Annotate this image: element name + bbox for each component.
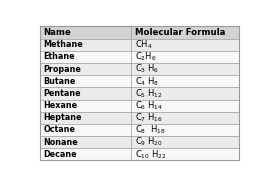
Bar	[40, 26, 239, 39]
Text: Molecular Formula: Molecular Formula	[135, 28, 225, 37]
Text: Methane: Methane	[44, 40, 83, 49]
Text: Propane: Propane	[44, 65, 82, 74]
Bar	[40, 148, 239, 160]
Bar	[40, 63, 239, 75]
Text: C$_5$ H$_{12}$: C$_5$ H$_{12}$	[135, 87, 162, 100]
Text: Octane: Octane	[44, 125, 76, 134]
Bar	[40, 51, 239, 63]
Bar	[40, 124, 239, 136]
Text: Heptane: Heptane	[44, 113, 82, 122]
Text: CH$_4$: CH$_4$	[135, 38, 152, 51]
Text: Ethane: Ethane	[44, 52, 75, 61]
Text: C$_6$ H$_{14}$: C$_6$ H$_{14}$	[135, 99, 163, 112]
Bar	[40, 87, 239, 100]
Bar	[40, 112, 239, 124]
Text: Butane: Butane	[44, 77, 76, 86]
Text: Nonane: Nonane	[44, 138, 78, 147]
Text: C$_{10}$ H$_{22}$: C$_{10}$ H$_{22}$	[135, 148, 166, 161]
Text: C$_8$  H$_{18}$: C$_8$ H$_{18}$	[135, 124, 165, 136]
Bar	[40, 136, 239, 148]
Text: C$_7$ H$_{16}$: C$_7$ H$_{16}$	[135, 112, 163, 124]
Bar	[40, 100, 239, 112]
Text: Name: Name	[44, 28, 72, 37]
Text: C$_3$ H$_6$: C$_3$ H$_6$	[135, 63, 159, 75]
Bar	[40, 75, 239, 87]
Text: Hexane: Hexane	[44, 101, 78, 110]
Text: Decane: Decane	[44, 150, 77, 159]
Text: Pentane: Pentane	[44, 89, 81, 98]
Text: C$_2$H$_6$: C$_2$H$_6$	[135, 51, 156, 63]
Text: C$_4$ H$_8$: C$_4$ H$_8$	[135, 75, 159, 88]
Bar	[40, 39, 239, 51]
Text: C$_9$ H$_{20}$: C$_9$ H$_{20}$	[135, 136, 163, 148]
